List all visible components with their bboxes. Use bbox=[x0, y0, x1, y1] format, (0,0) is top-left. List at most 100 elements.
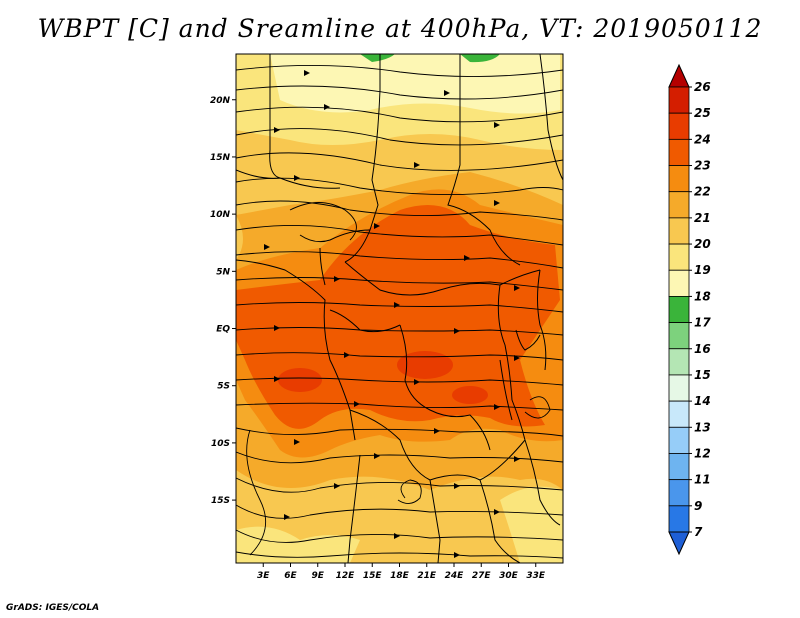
arrow bbox=[454, 552, 460, 558]
colorbar-label: 13 bbox=[694, 420, 711, 434]
colorbar-bottom-arrow bbox=[668, 531, 690, 556]
lat-tick-label: 5N bbox=[216, 267, 230, 277]
colorbar-box bbox=[668, 348, 690, 376]
colorbar-box bbox=[668, 322, 690, 350]
streamline bbox=[236, 128, 563, 146]
border-drc-south bbox=[399, 324, 491, 451]
latitude-axis: 20N 15N 10N 5N EQ 5S 10S 15S bbox=[210, 96, 236, 506]
colorbar-box bbox=[668, 112, 690, 140]
lat-tick-label: 20N bbox=[210, 96, 231, 106]
colorbar-top-arrow bbox=[668, 63, 690, 88]
colorbar-label: 11 bbox=[694, 473, 711, 487]
lat-tick-label: 15N bbox=[210, 153, 231, 163]
border-nigeria-cameroon bbox=[319, 247, 326, 286]
colorbar-label: 26 bbox=[694, 80, 711, 94]
wbpt-field bbox=[236, 54, 563, 563]
arrow bbox=[334, 483, 340, 489]
border-sudan-chad bbox=[447, 54, 521, 266]
border-zimbabwe bbox=[479, 479, 521, 563]
streamline-vortex bbox=[397, 479, 422, 504]
streamline bbox=[236, 152, 563, 171]
lat-tick-label: 10S bbox=[211, 439, 230, 449]
colorbar-label: 20 bbox=[694, 237, 711, 251]
arrow bbox=[444, 90, 450, 96]
streamline bbox=[236, 302, 563, 313]
streamline bbox=[246, 429, 267, 556]
arrow bbox=[284, 514, 290, 520]
lake-tanganyika bbox=[499, 359, 513, 421]
colorbar-box bbox=[668, 479, 690, 507]
lon-tick-label: 3E bbox=[257, 571, 270, 581]
arrow bbox=[514, 456, 520, 462]
border-botswana bbox=[429, 479, 441, 563]
lon-tick-label: 33E bbox=[526, 571, 546, 581]
lat-tick-label: EQ bbox=[216, 325, 230, 335]
arrow bbox=[494, 200, 500, 206]
colorbar-box bbox=[668, 505, 690, 533]
colorbar-label: 12 bbox=[694, 446, 711, 460]
arrow bbox=[324, 104, 330, 110]
streamline-arrows bbox=[264, 70, 520, 558]
colorbar-box bbox=[668, 374, 690, 402]
colorbar-label: 23 bbox=[694, 159, 711, 173]
lat-tick-label: 10N bbox=[210, 210, 231, 220]
colorbar-label: 21 bbox=[694, 211, 711, 225]
colorbar-box bbox=[668, 269, 690, 297]
colorbar-label: 19 bbox=[694, 263, 711, 277]
colorbar-label: 16 bbox=[694, 342, 711, 356]
field-patch-17-a bbox=[360, 54, 395, 62]
arrow bbox=[294, 439, 300, 445]
streamline bbox=[236, 377, 563, 386]
colorbar-label: 22 bbox=[694, 185, 711, 199]
border-nigeria-north bbox=[299, 229, 371, 243]
arrow bbox=[494, 404, 500, 410]
arrow bbox=[374, 453, 380, 459]
arrow bbox=[344, 352, 350, 358]
field-core-24-b bbox=[397, 351, 453, 379]
streamline bbox=[236, 65, 563, 77]
colorbar-label: 25 bbox=[694, 106, 711, 120]
border-namibia bbox=[347, 454, 361, 563]
colorbar-box bbox=[668, 426, 690, 454]
colorbar-box bbox=[668, 217, 690, 245]
streamline bbox=[236, 85, 563, 100]
lat-tick-label: 15S bbox=[211, 496, 230, 506]
streamline bbox=[236, 477, 563, 493]
arrow bbox=[304, 70, 310, 76]
lon-tick-label: 27E bbox=[472, 571, 492, 581]
arrow bbox=[494, 509, 500, 515]
streamline bbox=[236, 177, 563, 195]
streamline bbox=[236, 529, 563, 543]
border-car bbox=[344, 261, 541, 296]
border-chad-niger bbox=[344, 54, 381, 263]
field-band-19-south-b bbox=[500, 486, 563, 563]
lon-tick-label: 6E bbox=[284, 571, 297, 581]
field-core-24-a bbox=[278, 368, 322, 392]
colorbar-label: 14 bbox=[694, 394, 711, 408]
colorbar-label: 15 bbox=[694, 368, 711, 382]
longitude-axis: 3E 6E 9E 12E 15E 18E 21E 24E 27E 30E 33E bbox=[257, 563, 546, 581]
streamline-vortex bbox=[524, 396, 551, 419]
border-east-lakes bbox=[497, 284, 526, 441]
arrow bbox=[294, 175, 300, 181]
lon-tick-label: 15E bbox=[363, 571, 383, 581]
streamline bbox=[236, 106, 563, 123]
arrow bbox=[514, 355, 520, 361]
arrow bbox=[274, 376, 280, 382]
streamline bbox=[236, 504, 563, 519]
arrow bbox=[514, 285, 520, 291]
colorbar-label: 9 bbox=[694, 499, 702, 513]
streamlines bbox=[236, 65, 563, 559]
arrow bbox=[274, 127, 280, 133]
coastline-west bbox=[236, 259, 356, 441]
lon-tick-label: 24E bbox=[445, 571, 465, 581]
colorbar-box bbox=[668, 400, 690, 428]
colorbar-box bbox=[668, 138, 690, 166]
streamline bbox=[236, 451, 563, 464]
arrow bbox=[414, 162, 420, 168]
colorbar-box bbox=[668, 453, 690, 481]
arrow bbox=[464, 255, 470, 261]
border-algeria-mali bbox=[269, 54, 281, 179]
colorbar-label: 24 bbox=[694, 132, 711, 146]
